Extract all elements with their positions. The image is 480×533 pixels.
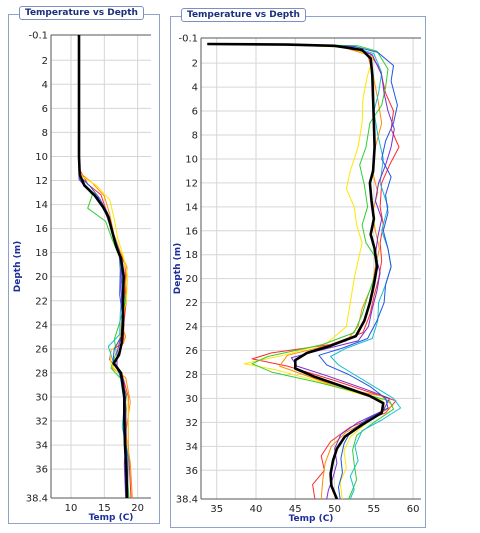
y-tick-label: 10 bbox=[35, 152, 48, 163]
right-chart-title: Temperature vs Depth bbox=[181, 8, 306, 22]
temperature-profile-line bbox=[207, 43, 402, 499]
y-tick-label: -0.1 bbox=[178, 34, 198, 45]
y-tick-label: 22 bbox=[185, 298, 198, 309]
x-axis-label: Temp (C) bbox=[289, 514, 334, 524]
y-tick-label: 6 bbox=[42, 104, 48, 115]
plot-area bbox=[201, 38, 421, 499]
x-tick-label: 15 bbox=[98, 503, 111, 514]
y-tick-label: 24 bbox=[35, 320, 48, 331]
mean-temperature-profile-line bbox=[207, 42, 385, 499]
temperature-profile-line bbox=[78, 35, 130, 498]
y-tick-label: 16 bbox=[185, 226, 198, 237]
y-tick-label: 20 bbox=[35, 272, 48, 283]
y-tick-label: 8 bbox=[192, 130, 198, 141]
x-axis-label: Temp (C) bbox=[89, 513, 134, 523]
y-tick-label: 32 bbox=[185, 418, 198, 429]
y-tick-label: 14 bbox=[185, 202, 198, 213]
y-tick-label: 2 bbox=[42, 56, 48, 67]
x-tick-label: 50 bbox=[328, 504, 341, 515]
y-tick-label: 38.4 bbox=[176, 495, 198, 506]
x-tick-label: 20 bbox=[131, 503, 144, 514]
y-tick-label: 18 bbox=[185, 250, 198, 261]
y-tick-label: 4 bbox=[42, 80, 48, 91]
y-tick-label: -0.1 bbox=[28, 31, 48, 42]
y-tick-label: 28 bbox=[35, 368, 48, 379]
y-tick-label: 32 bbox=[35, 417, 48, 428]
y-axis-label: Depth (m) bbox=[13, 241, 23, 292]
y-tick-label: 26 bbox=[35, 344, 48, 355]
y-tick-label: 10 bbox=[185, 154, 198, 165]
y-tick-label: 8 bbox=[42, 128, 48, 139]
x-tick-label: 55 bbox=[367, 504, 380, 515]
mean-temperature-profile-line bbox=[77, 35, 129, 498]
y-tick-label: 38.4 bbox=[26, 494, 48, 505]
right-chart-panel: Temperature vs Depth -0.1 2 4 6 8 10 12 14 16 18 2… bbox=[170, 8, 426, 528]
right-chart-svg: -0.12468101214161820222426283032343638.4… bbox=[173, 34, 421, 524]
x-tick-label: 60 bbox=[407, 504, 420, 515]
y-tick-label: 6 bbox=[192, 107, 198, 118]
y-tick-label: 20 bbox=[185, 274, 198, 285]
y-tick-label: 14 bbox=[35, 200, 48, 211]
y-tick-label: 36 bbox=[35, 465, 48, 476]
y-tick-label: 12 bbox=[35, 176, 48, 187]
y-tick-label: 34 bbox=[185, 442, 198, 453]
x-tick-label: 10 bbox=[65, 503, 78, 514]
y-tick-label: 28 bbox=[185, 370, 198, 381]
y-tick-label: 16 bbox=[35, 224, 48, 235]
y-axis-label: Depth (m) bbox=[173, 243, 183, 294]
temperature-profile-line bbox=[207, 43, 395, 499]
y-tick-label: 2 bbox=[192, 59, 198, 70]
x-tick-label: 40 bbox=[250, 504, 263, 515]
y-tick-label: 22 bbox=[35, 296, 48, 307]
y-tick-label: 30 bbox=[185, 394, 198, 405]
left-chart-title: Temperature vs Depth bbox=[19, 6, 144, 20]
plot-area bbox=[51, 35, 151, 498]
y-tick-label: 24 bbox=[185, 322, 198, 333]
y-tick-label: 18 bbox=[35, 248, 48, 259]
y-tick-label: 12 bbox=[185, 178, 198, 189]
y-tick-label: 4 bbox=[192, 83, 198, 94]
y-tick-label: 30 bbox=[35, 392, 48, 403]
left-chart-svg: -0.12468101214161820222426283032343638.4… bbox=[13, 31, 151, 523]
left-chart-panel: Temperature vs Depth -0.1 2 4 6 8 10 12 14 16 18 2… bbox=[8, 6, 160, 524]
x-tick-label: 45 bbox=[289, 504, 302, 515]
y-tick-label: 36 bbox=[185, 466, 198, 477]
y-tick-label: 26 bbox=[185, 346, 198, 357]
y-tick-label: 34 bbox=[35, 441, 48, 452]
temperature-profile-line bbox=[78, 35, 129, 498]
x-tick-label: 35 bbox=[210, 504, 223, 515]
